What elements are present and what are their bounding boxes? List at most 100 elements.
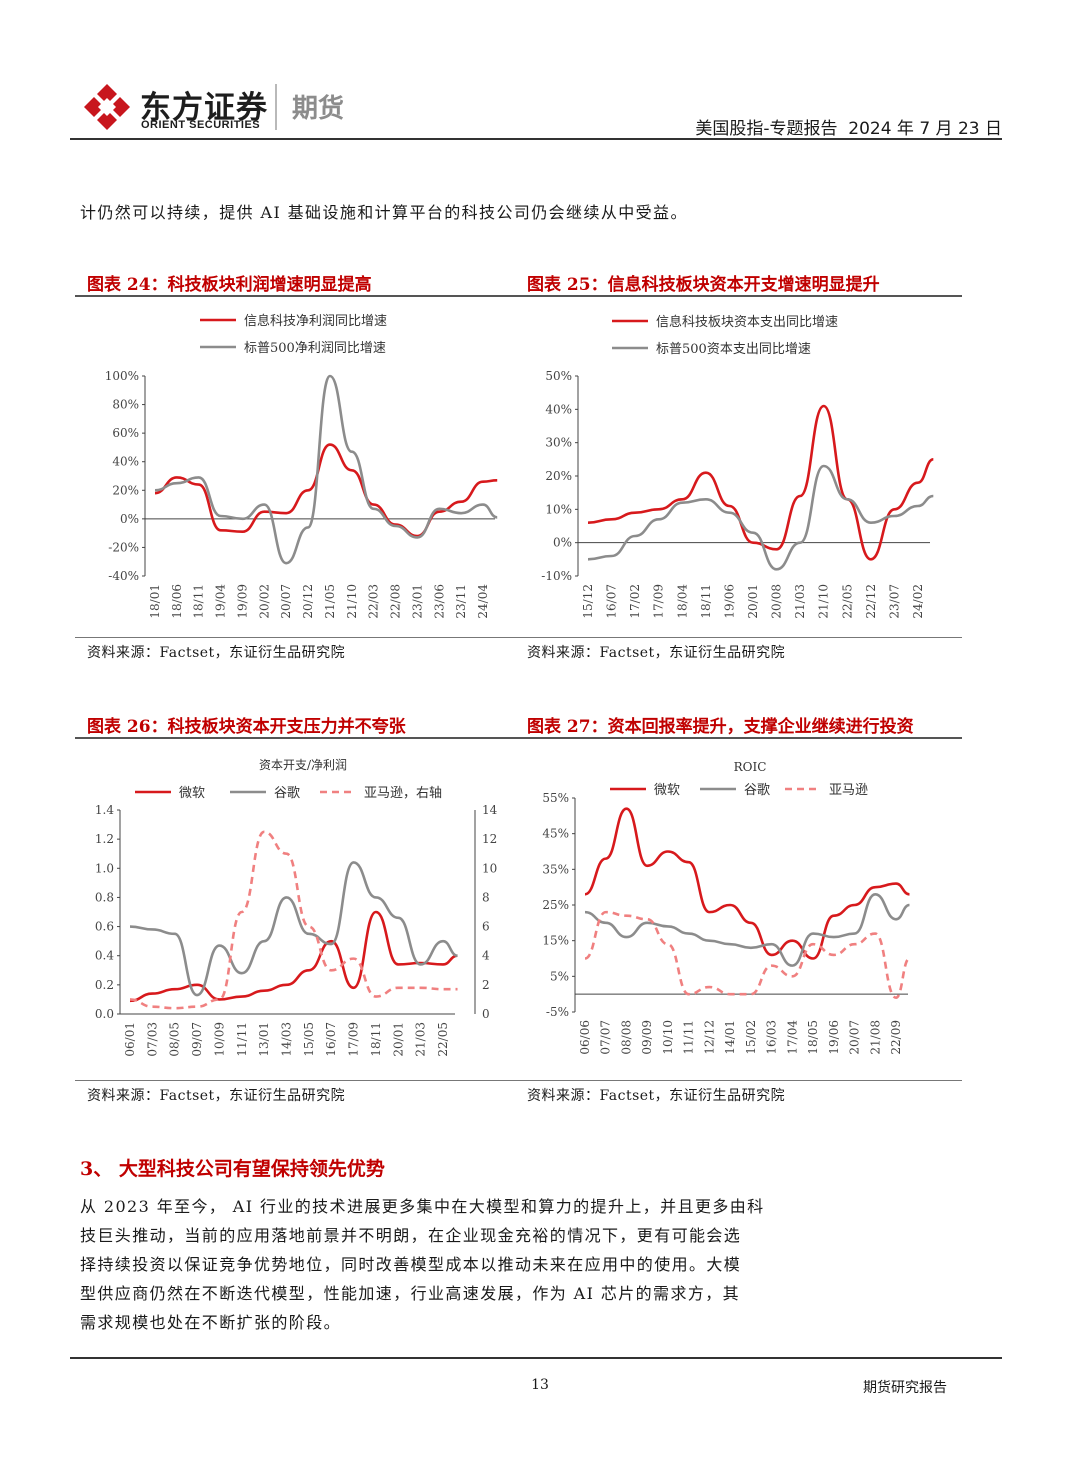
x-tick-label: 22/09 — [889, 1020, 903, 1055]
series-line-2 — [154, 374, 498, 565]
y-tick-label: 0.2 — [95, 978, 114, 992]
x-tick-label: 16/03 — [765, 1020, 779, 1055]
figure-25-bottom-rule — [520, 637, 962, 638]
series-line-3 — [129, 830, 458, 1010]
figure-24-top-rule — [75, 295, 520, 297]
legend-label: 信息科技净利润同比增速 — [244, 313, 387, 329]
series-line-1 — [154, 443, 498, 538]
figure-27-bottom-rule — [520, 1080, 962, 1081]
x-tick-label: 22/05 — [436, 1022, 450, 1057]
x-tick-label: 17/02 — [628, 584, 642, 619]
figure-24-title: 图表 24：科技板块利润增速明显提高 — [87, 275, 372, 295]
series-line-2 — [129, 861, 458, 997]
y-tick-label: 0% — [120, 512, 139, 526]
footer-rule — [70, 1357, 1002, 1359]
figure-26-chart: 资本开支/净利润 1.4 1.2 1.0 0.8 0.6 0.4 0.2 0.0 14 12 10 8 6… — [95, 758, 498, 1057]
x-tick-label: 21/05 — [323, 584, 337, 619]
y2-tick-label: 8 — [482, 890, 490, 904]
header-rule — [70, 138, 1002, 140]
x-tick-label: 18/11 — [369, 1022, 383, 1057]
y2-tick-label: 14 — [482, 803, 498, 817]
x-tick-label: 20/01 — [746, 584, 760, 619]
footer-label: 期货研究报告 — [863, 1380, 947, 1396]
figure-24-chart: 100% 80% 60% 40% 20% 0% -20% -40% 18/01 18/06 18/1… — [105, 313, 498, 619]
legend-label: 谷歌 — [274, 786, 300, 801]
series-line-2 — [587, 464, 934, 571]
y-tick-label: 5% — [550, 969, 569, 983]
x-tick-label: 10/09 — [212, 1022, 226, 1057]
x-tick-label: 20/07 — [279, 584, 293, 619]
paragraph-line: 需求规模也处在不断扩张的阶段。 — [80, 1313, 342, 1332]
x-tick-label: 06/01 — [123, 1022, 137, 1057]
series-line-1 — [584, 807, 910, 960]
x-tick-label: 14/01 — [723, 1020, 737, 1055]
figure-26-source: 资料来源：Factset，东证衍生品研究院 — [87, 1088, 346, 1104]
x-tick-label: 12/12 — [702, 1020, 716, 1055]
x-tick-label: 19/06 — [722, 584, 736, 619]
y-tick-label: 20% — [112, 483, 139, 497]
y-tick-label: 55% — [542, 791, 569, 805]
figure-25-source: 资料来源：Factset，东证衍生品研究院 — [527, 645, 786, 661]
legend-label: 亚马逊，右轴 — [364, 786, 442, 801]
section-3-title: 3、 大型科技公司有望保持领先优势 — [80, 1158, 385, 1180]
figure-26-top-rule — [75, 737, 520, 739]
x-tick-label: 23/06 — [432, 584, 446, 619]
x-tick-label: 23/01 — [410, 584, 424, 619]
x-tick-label: 21/03 — [793, 584, 807, 619]
section-3-paragraph: 从 2023 年至今， AI 行业的技术进展更多集中在大模型和算力的提升上，并且… — [80, 1192, 1010, 1337]
x-tick-label: 11/11 — [682, 1020, 696, 1055]
x-tick-label: 15/05 — [302, 1022, 316, 1057]
x-tick-label: 16/07 — [605, 584, 619, 619]
x-tick-label: 22/05 — [840, 584, 854, 619]
y-tick-label: 0.4 — [95, 949, 114, 963]
orient-securities-logo — [84, 84, 130, 130]
x-tick-label: 21/08 — [868, 1020, 882, 1055]
x-tick-label: 24/04 — [476, 584, 490, 619]
figure-26-bottom-rule — [75, 1080, 520, 1081]
figure-25-title: 图表 25：信息科技板块资本开支增速明显提升 — [527, 275, 880, 295]
y-tick-label: 0.8 — [95, 890, 114, 904]
logo-separator — [275, 84, 277, 130]
series-line-1 — [129, 910, 458, 1003]
figure-27-source: 资料来源：Factset，东证衍生品研究院 — [527, 1088, 786, 1104]
x-tick-label: 17/09 — [347, 1022, 361, 1057]
x-tick-label: 07/07 — [599, 1020, 613, 1055]
y-tick-label: 0.0 — [95, 1007, 114, 1021]
company-name-en: ORIENT SECURITIES — [141, 119, 261, 131]
x-tick-label: 17/09 — [652, 584, 666, 619]
y2-tick-label: 4 — [482, 949, 490, 963]
figure-27-top-rule — [520, 737, 962, 739]
legend-label: 标普500资本支出同比增速 — [656, 342, 811, 357]
x-tick-label: 13/01 — [257, 1022, 271, 1057]
y2-tick-label: 0 — [482, 1007, 490, 1021]
y-tick-label: 0% — [553, 536, 572, 550]
x-tick-label: 23/07 — [887, 584, 901, 619]
x-tick-label: 11/11 — [235, 1022, 249, 1057]
y-tick-label: 30% — [545, 436, 572, 450]
legend-label: 微软 — [179, 786, 205, 801]
x-tick-label: 20/01 — [391, 1022, 405, 1057]
x-tick-label: 22/08 — [389, 584, 403, 619]
y2-tick-label: 6 — [482, 920, 490, 934]
x-tick-label: 08/08 — [619, 1020, 633, 1055]
figure-27-chart: ROIC 55% 45% 35% 25% 15% 5% -5% 06/06 07/07 08/08 0… — [542, 760, 911, 1055]
legend-label: 标普500净利润同比增速 — [244, 341, 386, 356]
division-label: 期货 — [292, 94, 345, 124]
x-tick-label: 10/10 — [661, 1020, 675, 1055]
figure-24-bottom-rule — [75, 637, 520, 638]
x-tick-label: 18/11 — [192, 584, 206, 619]
x-tick-label: 19/09 — [235, 584, 249, 619]
paragraph-line: 从 2023 年至今， AI 行业的技术进展更多集中在大模型和算力的提升上，并且… — [80, 1197, 765, 1216]
report-meta: 美国股指-专题报告 2024 年 7 月 23 日 — [695, 119, 1002, 139]
x-tick-label: 22/12 — [864, 584, 878, 619]
y-tick-label: 35% — [542, 862, 569, 876]
company-name-cn: 东方证券 — [140, 90, 268, 126]
chart-title: 资本开支/净利润 — [259, 758, 347, 772]
series-line-2 — [584, 892, 910, 967]
y-tick-label: -20% — [108, 540, 139, 554]
x-tick-label: 18/04 — [675, 584, 689, 619]
x-tick-label: 18/01 — [148, 584, 162, 619]
x-tick-label: 22/03 — [367, 584, 381, 619]
x-tick-label: 15/12 — [581, 584, 595, 619]
x-tick-label: 20/08 — [770, 584, 784, 619]
